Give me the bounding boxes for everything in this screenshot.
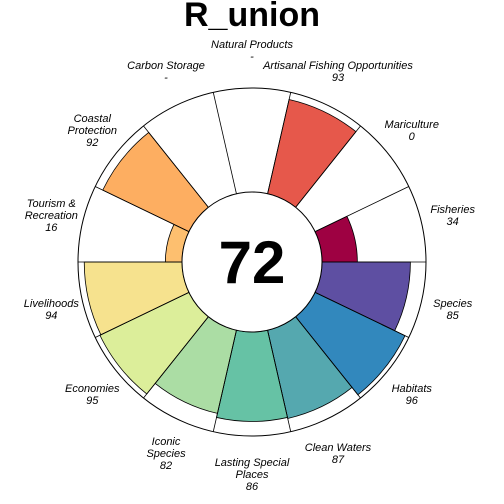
- divider-livelihoods: [95, 292, 190, 338]
- center-circle: [181, 191, 323, 333]
- label-name-clean-waters: Clean Waters: [305, 442, 372, 454]
- divider-artisanal-fishing-opportunities: [267, 92, 292, 194]
- label-score-clean-waters: 87: [332, 454, 345, 466]
- label-name-carbon-storage: Carbon Storage: [127, 60, 205, 72]
- label-name-fisheries: Fisheries: [430, 204, 475, 216]
- label-carbon-storage: Carbon Storage -: [127, 60, 205, 84]
- label-name-iconic-species: Iconic: [152, 436, 181, 448]
- label-economies: Economies 95: [65, 383, 120, 407]
- label-species: Species 85: [433, 298, 473, 322]
- label-name-lasting-special-places: Places: [235, 469, 269, 481]
- divider-fisheries: [314, 186, 409, 232]
- label-name-species: Species: [433, 298, 473, 310]
- label-name-coastal-protection: Protection: [67, 125, 117, 137]
- divider-natural-products: [212, 92, 237, 194]
- label-score-carbon-storage: -: [164, 72, 168, 84]
- label-name-natural-products: Natural Products: [211, 39, 293, 51]
- divider-lasting-special-places: [267, 330, 292, 432]
- divider-economies: [143, 316, 209, 399]
- label-score-coastal-protection: 92: [86, 137, 98, 149]
- petal-labels: Artisanal Fishing Opportunities 93 Maricul…: [24, 39, 476, 493]
- divider-coastal-protection: [95, 186, 190, 232]
- label-score-mariculture: 0: [409, 131, 416, 143]
- divider-iconic-species: [212, 330, 237, 432]
- label-score-species: 85: [447, 310, 460, 322]
- label-score-artisanal-fishing-opportunities: 93: [332, 72, 345, 84]
- overall-score: 72: [219, 229, 286, 296]
- divider-carbon-storage: [143, 125, 209, 208]
- label-score-fisheries: 34: [447, 216, 459, 228]
- label-name-economies: Economies: [65, 383, 120, 395]
- label-artisanal-fishing-opportunities: Artisanal Fishing Opportunities 93: [262, 60, 413, 84]
- label-name-artisanal-fishing-opportunities: Artisanal Fishing Opportunities: [262, 60, 413, 72]
- chart-title: R_union: [184, 0, 320, 34]
- label-natural-products: Natural Products -: [211, 39, 293, 63]
- label-score-tourism-recreation: 16: [45, 222, 58, 234]
- label-name-coastal-protection: Coastal: [74, 113, 112, 125]
- label-name-tourism-recreation: Recreation: [25, 210, 78, 222]
- label-name-mariculture: Mariculture: [385, 119, 439, 131]
- label-score-lasting-special-places: 86: [246, 481, 259, 493]
- divider-mariculture: [295, 125, 361, 208]
- label-tourism-recreation: Tourism & Recreation 16: [25, 198, 78, 234]
- label-score-livelihoods: 94: [45, 310, 57, 322]
- label-fisheries: Fisheries 34: [430, 204, 475, 228]
- label-name-habitats: Habitats: [392, 383, 433, 395]
- label-score-economies: 95: [86, 395, 99, 407]
- label-name-lasting-special-places: Lasting Special: [215, 457, 290, 469]
- label-iconic-species: Iconic Species 82: [146, 436, 186, 472]
- label-name-livelihoods: Livelihoods: [24, 298, 80, 310]
- label-mariculture: Mariculture 0: [385, 119, 439, 143]
- label-lasting-special-places: Lasting Special Places 86: [215, 457, 290, 493]
- label-livelihoods: Livelihoods 94: [24, 298, 80, 322]
- petal-coastal-protection: [102, 131, 209, 233]
- label-name-tourism-recreation: Tourism &: [27, 198, 76, 210]
- petal-artisanal-fishing-opportunities: [267, 98, 357, 208]
- label-score-habitats: 96: [406, 395, 419, 407]
- label-score-iconic-species: 82: [160, 460, 172, 472]
- label-name-iconic-species: Species: [146, 448, 186, 460]
- divider-habitats: [314, 292, 409, 338]
- label-score-natural-products: -: [250, 51, 254, 63]
- label-habitats: Habitats 96: [392, 383, 433, 407]
- label-clean-waters: Clean Waters 87: [305, 442, 372, 466]
- petal-dividers: [78, 92, 426, 432]
- label-coastal-protection: Coastal Protection 92: [67, 113, 117, 149]
- divider-clean-waters: [295, 316, 361, 399]
